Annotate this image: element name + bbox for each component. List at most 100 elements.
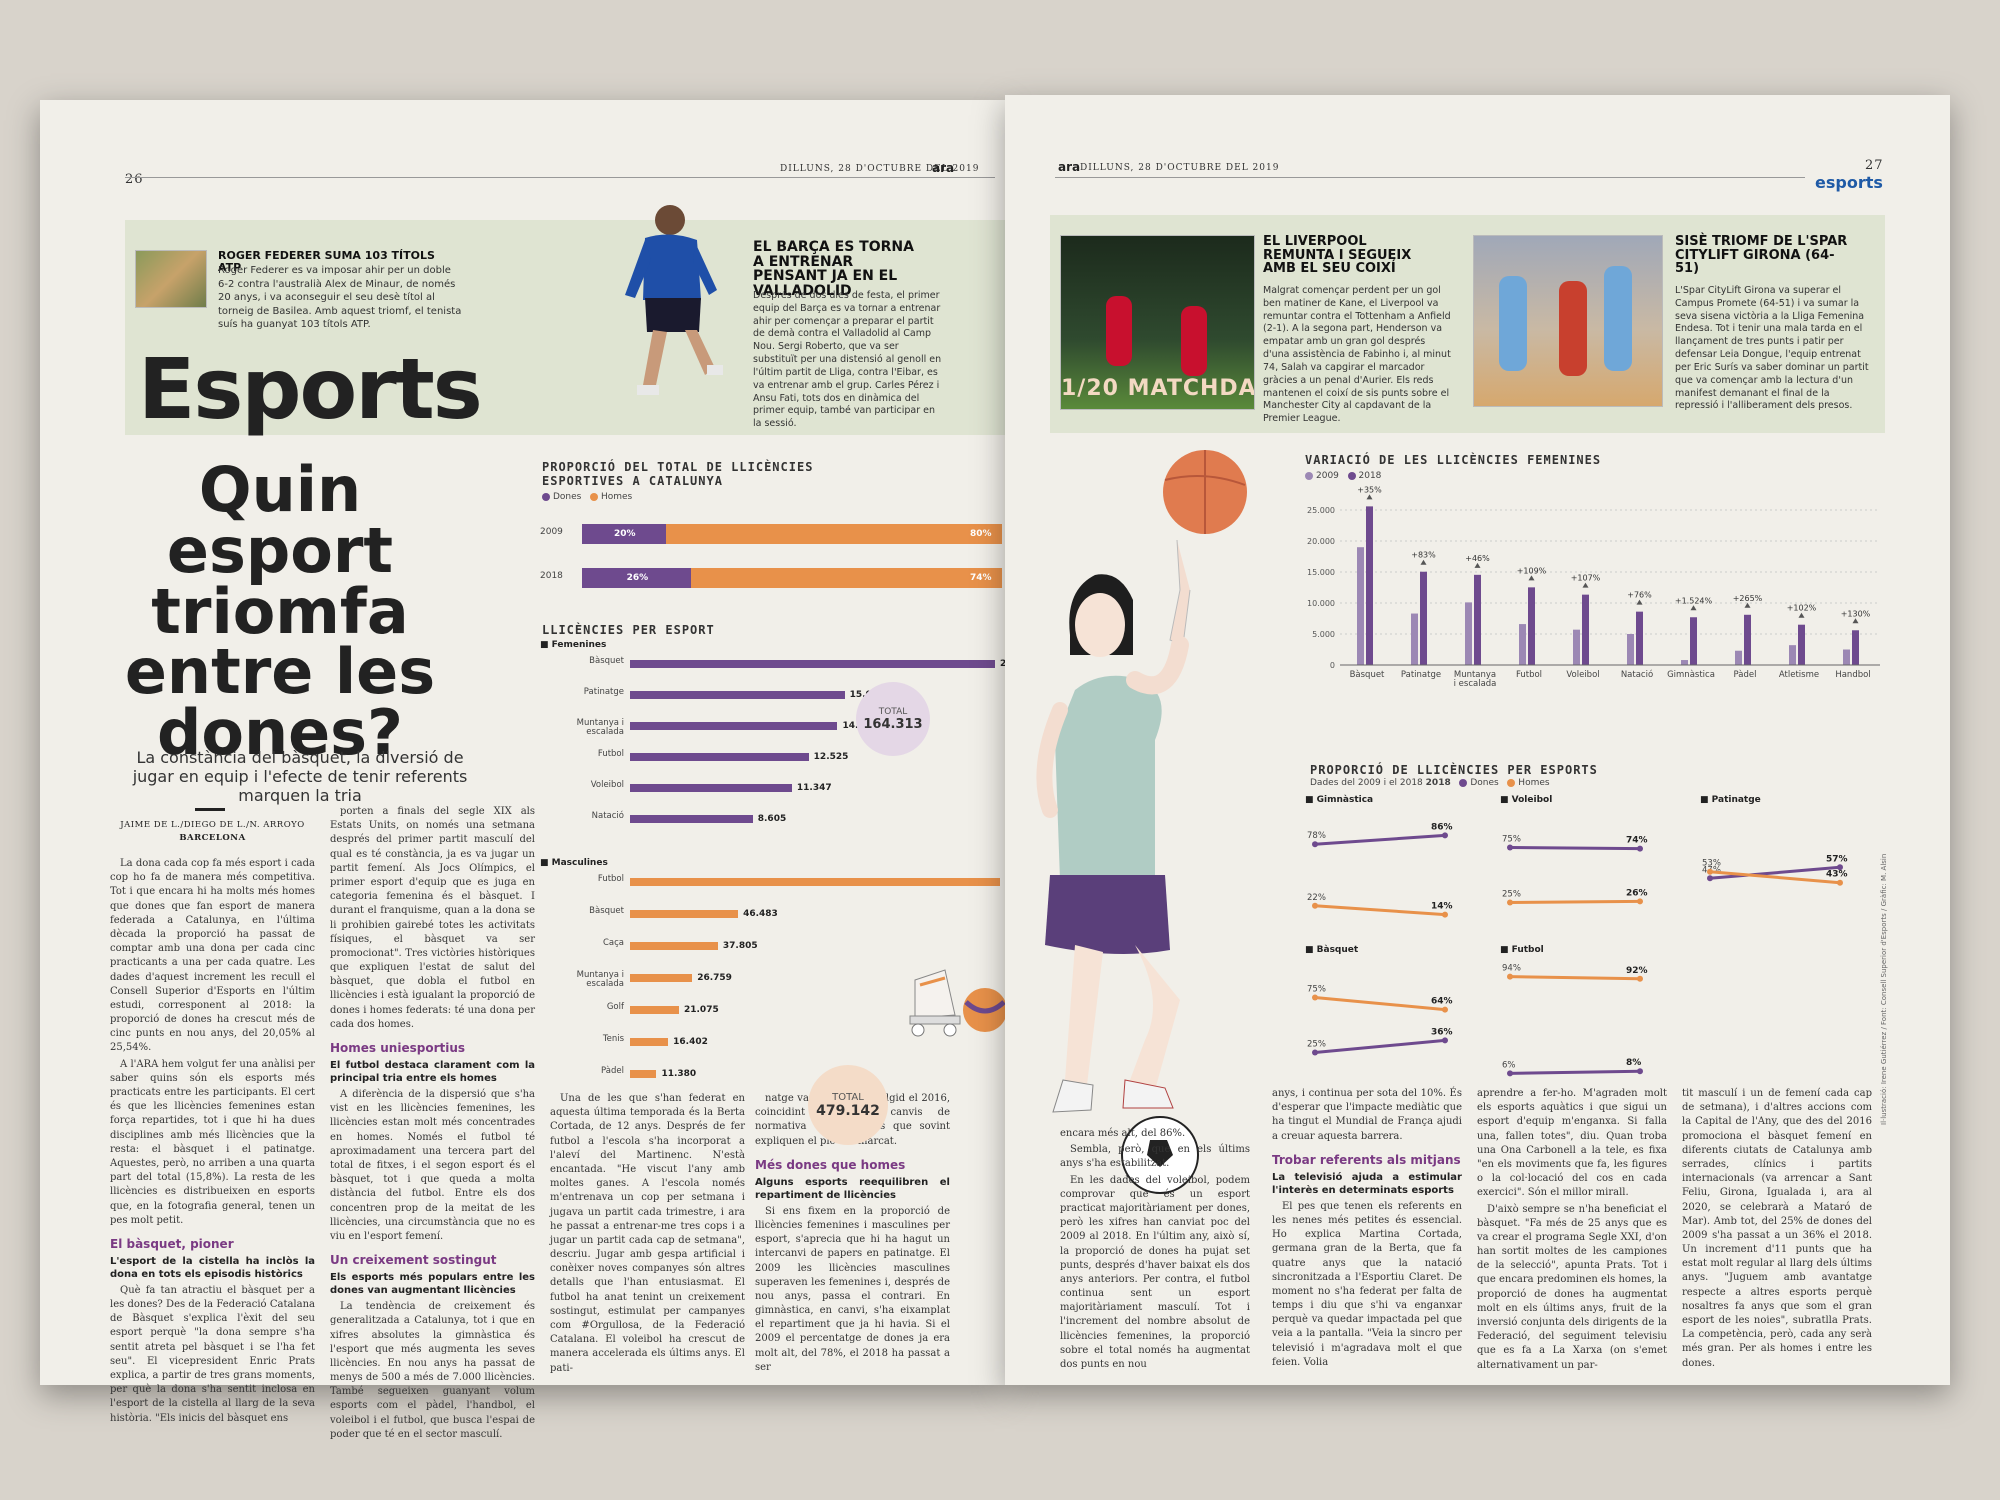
y-tick-label: 20.000 xyxy=(1307,537,1335,546)
dones-line xyxy=(1314,833,1446,846)
bar-2018 xyxy=(1852,630,1859,665)
bar xyxy=(582,568,692,588)
bar-2018 xyxy=(1420,571,1427,665)
bar-2018 xyxy=(1636,611,1643,665)
article-col-4: tit masculí i un de femení cada cap de s… xyxy=(1682,1088,1872,1369)
category-label: 2018 xyxy=(540,571,563,581)
legend-homes-swatch xyxy=(1507,778,1516,787)
legend-label: Homes xyxy=(600,492,633,502)
value-label: 6% xyxy=(1502,1060,1516,1070)
liverpool-photo: 1/20 MATCHDA xyxy=(1060,235,1255,410)
proportion-chart: 2009 20% 80% 2018 26% 74% xyxy=(540,520,1020,600)
bar-2009 xyxy=(1357,547,1364,665)
category-label: Futbol xyxy=(597,749,624,759)
change-label: +107% xyxy=(1571,574,1601,583)
x-tick-label: Pàdel xyxy=(1734,670,1757,680)
value-label: 94% xyxy=(1502,964,1521,974)
subhead: El bàsquet, pioner xyxy=(110,1236,234,1251)
group-label: ■ Masculines xyxy=(540,858,608,868)
increase-arrow xyxy=(1366,494,1373,500)
total-label: TOTAL xyxy=(878,706,908,717)
brief-title: ROGER FEDERER SUMA 103 TÍTOLS ATP xyxy=(218,249,435,274)
chart-title: VARIACIÓ DE LES LLICÈNCIES FEMENINES xyxy=(1305,453,1602,467)
licences-chart: ■ FemeninesBàsquet25.585Patinatge15.043M… xyxy=(538,640,1058,1180)
bar xyxy=(630,1038,669,1046)
bar xyxy=(666,524,1002,544)
bar-2009 xyxy=(1681,660,1688,665)
data-label: 46.483 xyxy=(743,909,778,919)
bar xyxy=(630,753,809,761)
bar xyxy=(630,974,693,982)
data-label: 80% xyxy=(970,529,992,539)
y-tick-label: 0 xyxy=(1330,661,1335,670)
increase-arrow xyxy=(1528,575,1535,581)
x-tick-label: Gimnàstica xyxy=(1667,670,1715,680)
data-label: 26.759 xyxy=(697,973,732,983)
legend-label: 2018 xyxy=(1358,471,1382,481)
bar-2009 xyxy=(1627,634,1634,665)
y-tick-label: 15.000 xyxy=(1307,568,1335,577)
panel-title: ■ Bàsquet xyxy=(1305,945,1359,955)
bar-2018 xyxy=(1474,574,1481,665)
header-rule xyxy=(125,177,995,178)
bar xyxy=(630,878,1000,886)
brief-title: EL BARÇA ES TORNA A ENTRENAR PENSANT JA … xyxy=(753,239,914,300)
value-label: 74% xyxy=(1626,836,1648,846)
chart-legend: 2009 2018 xyxy=(1305,471,1381,481)
x-tick-label: Atletisme xyxy=(1779,670,1819,680)
federer-photo xyxy=(135,250,207,308)
total-label: TOTAL xyxy=(832,1091,864,1103)
bar xyxy=(630,784,792,792)
x-tick-label: Bàsquet xyxy=(1350,670,1385,680)
category-label: Muntanya i escalada xyxy=(576,970,624,989)
value-label: 22% xyxy=(1307,893,1326,903)
value-label: 25% xyxy=(1307,1040,1326,1050)
homes-point xyxy=(1637,975,1643,982)
panel-title: ■ Patinatge xyxy=(1700,795,1761,805)
bar-2018 xyxy=(1528,587,1535,665)
legend-2018-swatch xyxy=(1347,471,1356,480)
increase-arrow xyxy=(1582,582,1589,588)
chart-legend: Dones Homes xyxy=(542,492,632,502)
increase-arrow xyxy=(1744,602,1751,608)
value-label: 25% xyxy=(1502,890,1521,900)
bar xyxy=(630,691,845,699)
x-tick-label: Muntanya xyxy=(1454,670,1496,680)
total-value: 164.313 xyxy=(863,716,923,732)
brand-logo: ara xyxy=(1058,160,1081,174)
homes-line xyxy=(1314,996,1446,1012)
homes-line xyxy=(1509,899,1641,904)
headline: Quin esport triomfa entre les dones? xyxy=(124,453,436,769)
data-label: 20% xyxy=(614,529,636,539)
dateline: BARCELONA xyxy=(179,833,246,843)
increase-arrow xyxy=(1852,618,1859,624)
data-label: 11.380 xyxy=(661,1069,697,1079)
increase-arrow xyxy=(1474,562,1481,568)
dones-point xyxy=(1312,1049,1318,1056)
homes-point xyxy=(1707,868,1713,875)
bar-2009 xyxy=(1573,629,1580,665)
legend-label: Homes xyxy=(1518,778,1550,788)
legend-label: Dones xyxy=(1470,778,1499,788)
proportion-small-multiples: ■ Gimnàstica 78% 86% 22% 14% ■ Voleibol 75% 74%… xyxy=(1305,795,1848,1077)
x-tick-label: Handbol xyxy=(1835,670,1870,680)
category-label: Futbol xyxy=(597,874,624,884)
bar-2009 xyxy=(1735,650,1742,665)
value-label: 14% xyxy=(1431,902,1453,912)
section-label: esports xyxy=(1815,173,1883,192)
value-label: 64% xyxy=(1431,997,1453,1007)
article-col-3: Una de les que s'han federat en aquesta … xyxy=(550,1093,745,1374)
value-label: 36% xyxy=(1431,1027,1453,1037)
dones-line xyxy=(1314,1038,1446,1054)
increase-arrow xyxy=(1690,605,1697,611)
x-tick-label: Natació xyxy=(1621,669,1653,680)
legend-dones-swatch xyxy=(542,492,550,501)
homes-line xyxy=(1509,975,1641,981)
homes-point xyxy=(1442,1006,1448,1013)
category-label: Natació xyxy=(591,811,624,821)
legend-label: Dones xyxy=(553,492,582,502)
dones-point xyxy=(1507,844,1513,851)
homes-point xyxy=(1507,899,1513,906)
legend-homes-swatch xyxy=(589,492,598,501)
bar xyxy=(691,568,1002,588)
